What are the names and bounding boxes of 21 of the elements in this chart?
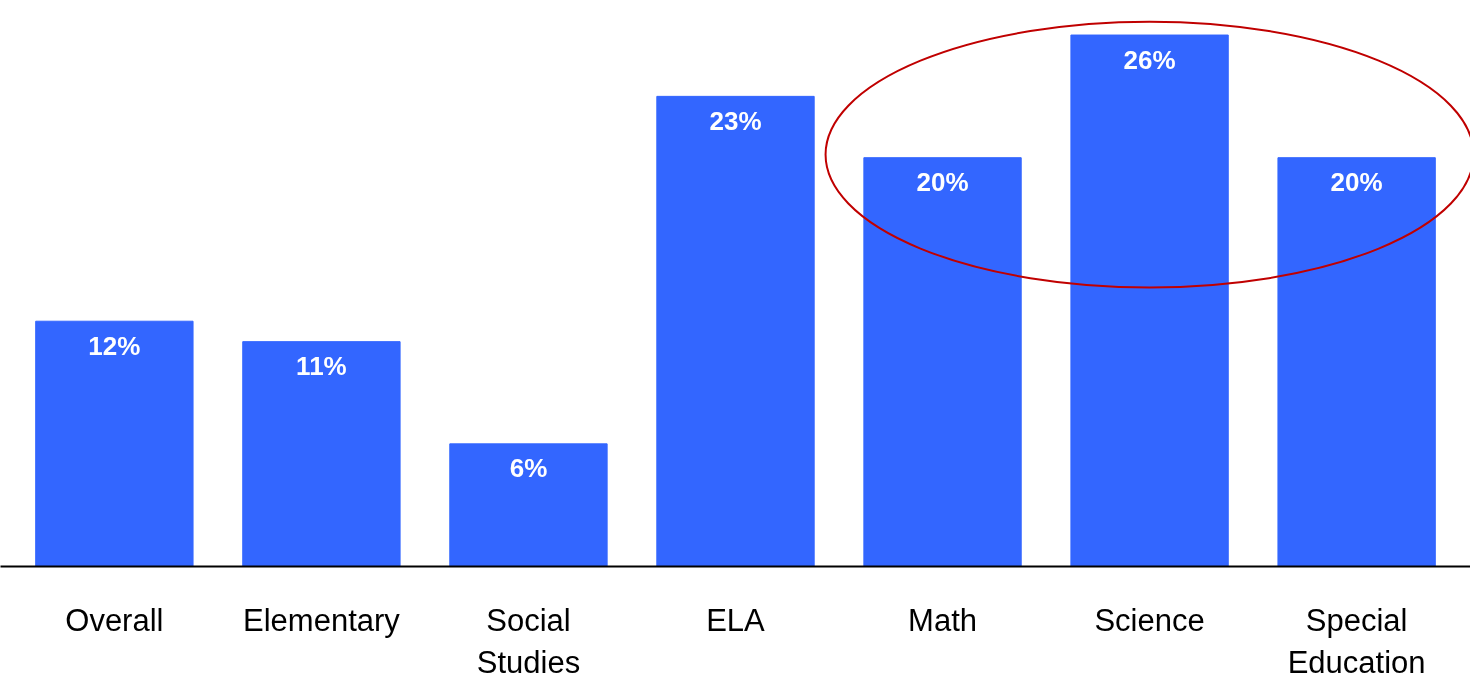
- data-label: 11%: [296, 351, 347, 382]
- bar: [863, 157, 1022, 567]
- x-tick-label: Elementary: [243, 602, 401, 638]
- data-label: 20%: [916, 167, 969, 198]
- x-tick-label: Overall: [65, 602, 164, 638]
- data-label: 6%: [509, 453, 548, 484]
- bar: [242, 341, 401, 567]
- x-tick-label: Science: [1094, 602, 1205, 638]
- data-label: 23%: [709, 105, 762, 136]
- bar: [1070, 34, 1229, 567]
- data-label: 20%: [1330, 167, 1383, 198]
- x-tick-label: Math: [908, 602, 978, 638]
- data-label: 26%: [1123, 44, 1176, 75]
- x-tick-label: ELA: [706, 602, 766, 638]
- bar: [449, 443, 608, 567]
- x-tick-label: Special Education: [1287, 602, 1426, 680]
- bar: [1277, 157, 1436, 567]
- x-tick-label: Social Studies: [476, 602, 581, 680]
- bar: [656, 95, 815, 567]
- bar: [35, 320, 194, 567]
- data-label: 12%: [88, 330, 141, 361]
